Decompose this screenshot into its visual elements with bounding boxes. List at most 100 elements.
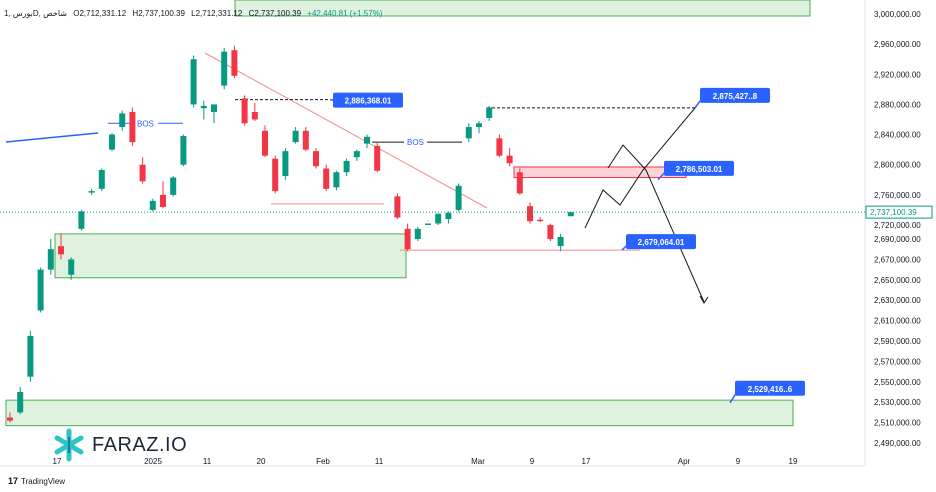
candle-body [527, 206, 533, 222]
candle-body [149, 200, 156, 210]
candle-body [129, 111, 136, 143]
candle-body [455, 185, 462, 210]
projection-up-path [584, 107, 696, 229]
x-tick-label: 17 [53, 457, 62, 466]
y-tick-label: 2,880,000.00 [874, 100, 921, 109]
x-tick-label: 9 [736, 457, 741, 466]
candle-body [160, 194, 166, 207]
y-tick-label: 2,590,000.00 [874, 337, 921, 346]
candle-body [557, 236, 564, 247]
candle-body [7, 417, 13, 421]
x-tick-label: 20 [257, 457, 266, 466]
y-tick-label: 2,550,000.00 [874, 378, 921, 387]
candle-body [465, 127, 472, 139]
candle-body [58, 246, 64, 255]
candle-body [282, 151, 289, 177]
y-tick-label: 2,690,000.00 [874, 235, 921, 244]
tradingview-label: TradingView [21, 476, 66, 486]
callout-label: 2,679,064.01 [638, 238, 685, 247]
bos-label: BOS [407, 138, 424, 147]
y-tick-label: 2,720,000.00 [874, 221, 921, 230]
candle-body [333, 172, 340, 188]
candle-body [364, 136, 370, 144]
red-trend-line [204, 52, 488, 209]
high-value: H2,737,100.39 [132, 9, 185, 18]
candle-body [37, 269, 44, 311]
candle-body [404, 228, 411, 250]
candle-body [88, 191, 95, 193]
y-tick-label: 3,000,000.00 [874, 10, 921, 19]
symbol-label: بورس ,1D, شاخص [4, 9, 68, 18]
candle-body [547, 225, 554, 239]
callout-box[interactable] [735, 380, 805, 396]
x-tick-label: 19 [789, 457, 798, 466]
candle-body [537, 219, 544, 222]
ohlc-legend: بورس ,1D, شاخص O2,712,331.12 H2,737,100.… [4, 9, 386, 18]
x-tick-label: 11 [203, 457, 212, 466]
candle-body [231, 50, 238, 76]
y-tick-label: 2,840,000.00 [874, 131, 921, 140]
candle-body [241, 98, 248, 124]
candle-body [567, 212, 574, 217]
candle-body [516, 172, 523, 194]
y-tick-label: 2,960,000.00 [874, 40, 921, 49]
candle-body [313, 151, 319, 167]
candle-body [17, 392, 24, 413]
candle-body [180, 136, 187, 165]
y-tick-label: 2,920,000.00 [874, 70, 921, 79]
current-price-label: 2,737,100.39 [870, 208, 917, 217]
callout-box[interactable] [700, 87, 770, 103]
supply-zone-red [513, 166, 687, 179]
callout-label: 2,786,503.01 [676, 165, 723, 174]
y-tick-label: 2,490,000.00 [874, 439, 921, 448]
candle-body [190, 59, 197, 105]
snowflake-icon [54, 428, 84, 462]
y-tick-label: 2,650,000.00 [874, 276, 921, 285]
current-price-tag [865, 205, 933, 219]
candle-body [302, 130, 309, 150]
candle-body [109, 134, 115, 150]
callout-box[interactable] [333, 92, 403, 108]
low-value: L2,712,331.12 [191, 9, 243, 18]
candle-body [435, 213, 442, 224]
candle-body [476, 123, 482, 128]
candle-body [425, 223, 431, 225]
callout-label: 2,886,368.01 [345, 97, 392, 106]
y-tick-label: 2,760,000.00 [874, 191, 921, 200]
x-tick-label: 2025 [144, 457, 162, 466]
x-tick-label: Apr [678, 457, 691, 466]
candle-body [221, 51, 228, 86]
y-tick-label: 2,530,000.00 [874, 398, 921, 407]
logo-text: FARAZ.IO [92, 433, 188, 456]
candle-body [119, 113, 126, 128]
callout-box[interactable] [664, 160, 734, 176]
x-tick-label: Mar [471, 457, 485, 466]
change-value: +42,440.81 (+1.57%) [307, 9, 383, 18]
candle-body [353, 151, 360, 158]
candle-body [506, 155, 513, 164]
y-tick-label: 2,670,000.00 [874, 255, 921, 264]
candle-body [292, 130, 299, 143]
candle-body [262, 130, 268, 156]
candle-body [27, 335, 34, 377]
candle-body [200, 105, 207, 109]
y-tick-label: 2,570,000.00 [874, 357, 921, 366]
x-tick-label: 17 [582, 457, 591, 466]
tradingview-footer[interactable]: 17 TradingView [8, 476, 65, 486]
close-value: C2,737,100.39 [248, 9, 302, 18]
candle-body [496, 138, 503, 156]
candle-body [343, 160, 350, 173]
candle-body [486, 107, 493, 118]
candle-body [68, 259, 75, 275]
candle-body [139, 164, 146, 182]
callout-label: 2,529,416..6 [748, 385, 793, 394]
tradingview-icon: 17 [8, 476, 19, 486]
candle-body [78, 211, 85, 229]
callout-box[interactable] [626, 234, 696, 250]
x-tick-label: 9 [530, 457, 535, 466]
arrow-head-icon [699, 295, 709, 304]
callout-label: 2,875,427..8 [713, 92, 758, 101]
candle-body [98, 169, 105, 189]
candle-body [394, 196, 401, 218]
